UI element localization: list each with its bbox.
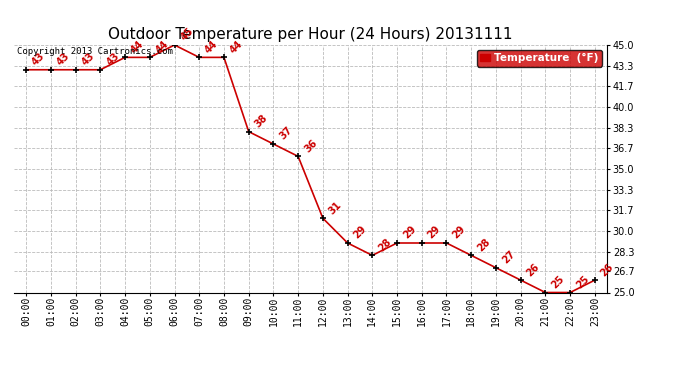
Text: 43: 43	[80, 51, 97, 68]
Text: 45: 45	[179, 26, 195, 43]
Text: 31: 31	[327, 200, 344, 216]
Text: 36: 36	[302, 138, 319, 154]
Text: 29: 29	[352, 224, 368, 241]
Text: 43: 43	[55, 51, 72, 68]
Text: 44: 44	[204, 39, 220, 55]
Text: 43: 43	[30, 51, 47, 68]
Text: 28: 28	[377, 237, 393, 253]
Text: 29: 29	[401, 224, 418, 241]
Text: 44: 44	[129, 39, 146, 55]
Text: 37: 37	[277, 125, 294, 142]
Text: 29: 29	[451, 224, 467, 241]
Text: 26: 26	[525, 261, 542, 278]
Text: 26: 26	[599, 261, 615, 278]
Text: 44: 44	[154, 39, 170, 55]
Text: 29: 29	[426, 224, 442, 241]
Text: Copyright 2013 Cartronics.com: Copyright 2013 Cartronics.com	[17, 48, 172, 57]
Text: 25: 25	[549, 274, 566, 290]
Text: 27: 27	[500, 249, 517, 266]
Text: 28: 28	[475, 237, 492, 253]
Text: 44: 44	[228, 39, 245, 55]
Title: Outdoor Temperature per Hour (24 Hours) 20131111: Outdoor Temperature per Hour (24 Hours) …	[108, 27, 513, 42]
Text: 25: 25	[574, 274, 591, 290]
Text: 43: 43	[104, 51, 121, 68]
Text: 38: 38	[253, 113, 270, 129]
Legend: Temperature  (°F): Temperature (°F)	[477, 50, 602, 66]
